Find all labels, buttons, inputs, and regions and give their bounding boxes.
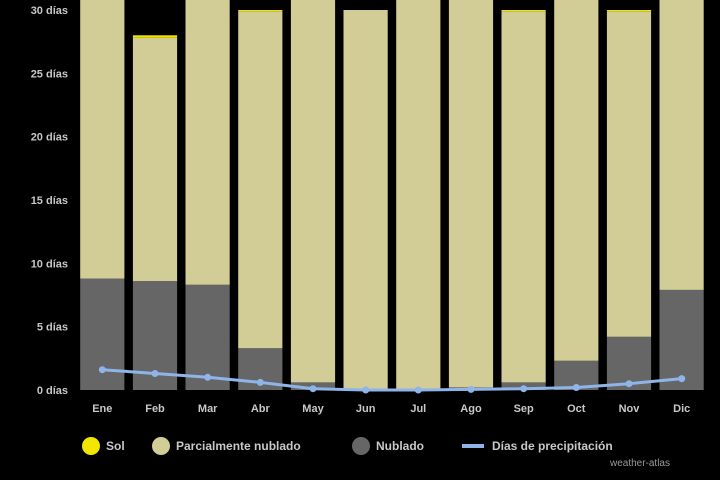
axis-layer: Ene Feb Mar Abr May Jun Jul Ago Sep Oct Nov Dic 0 dí… [31, 5, 691, 415]
bar-parcialmente-nublado-ene [80, 0, 125, 279]
bar-sol-abr [238, 10, 283, 12]
x-tick-label-sep: Sep [514, 403, 534, 415]
bar-parcialmente-nublado-ago [448, 0, 494, 388]
bar-parcialmente-nublado-mar [185, 0, 230, 285]
legend-label-nublado: Nublado [376, 439, 424, 453]
point-precipitacion-dic [678, 375, 686, 383]
legend-marker-nublado [352, 437, 370, 455]
y-tick-label: 25 días [31, 68, 68, 80]
y-tick-label: 0 días [37, 385, 68, 397]
credit-text: weather-atlas [609, 458, 670, 469]
bar-nublado-mar [185, 284, 230, 390]
y-tick-label: 5 días [37, 322, 68, 334]
x-tick-label-jun: Jun [356, 403, 376, 415]
bar-parcialmente-nublado-jul [396, 0, 441, 390]
point-precipitacion-nov [625, 380, 633, 388]
y-tick-label: 30 días [31, 5, 68, 17]
x-tick-label-feb: Feb [145, 403, 165, 415]
legend-marker-parcialmente-nublado [152, 437, 170, 455]
point-precipitacion-ene [98, 366, 106, 374]
bar-sol-sep [501, 10, 546, 12]
bar-parcialmente-nublado-abr [238, 11, 283, 349]
point-precipitacion-ago [467, 385, 475, 393]
point-precipitacion-mar [204, 373, 212, 381]
x-tick-label-ago: Ago [460, 403, 482, 415]
legend-label-dias-de-precipitacion: Días de precipitación [492, 439, 613, 453]
bar-parcialmente-nublado-nov [606, 11, 652, 337]
bar-parcialmente-nublado-feb [132, 37, 178, 282]
x-tick-label-oct: Oct [567, 403, 586, 415]
bar-nublado-dic [659, 289, 704, 390]
bar-parcialmente-nublado-dic [659, 0, 704, 290]
x-tick-label-jul: Jul [410, 403, 426, 415]
bar-parcialmente-nublado-jun [343, 10, 388, 389]
bars-layer [80, 0, 704, 390]
x-tick-label-may: May [302, 403, 324, 415]
x-tick-label-nov: Nov [619, 403, 641, 415]
bar-parcialmente-nublado-sep [501, 11, 546, 383]
point-precipitacion-sep [520, 385, 528, 393]
x-tick-label-ene: Ene [92, 403, 112, 415]
x-tick-label-dic: Dic [673, 403, 690, 415]
line-dias-de-precipitacion [102, 368, 682, 392]
legend-label-parcialmente-nublado: Parcialmente nublado [176, 439, 301, 453]
bar-nublado-ene [80, 278, 125, 390]
x-tick-label-abr: Abr [251, 403, 271, 415]
point-precipitacion-oct [572, 384, 580, 391]
y-tick-label: 15 días [31, 195, 68, 207]
point-precipitacion-jun [362, 386, 370, 394]
bar-parcialmente-nublado-oct [554, 0, 599, 361]
bar-sol-nov [606, 10, 652, 12]
point-precipitacion-may [309, 385, 317, 393]
point-precipitacion-feb [151, 370, 159, 377]
point-precipitacion-abr [256, 378, 264, 386]
legend: Sol Parcialmente nublado Nublado Días de pr… [82, 437, 613, 455]
point-precipitacion-jul [414, 386, 422, 394]
x-tick-label-mar: Mar [198, 403, 218, 415]
y-tick-label: 20 días [31, 132, 68, 144]
y-tick-label: 10 días [31, 258, 68, 270]
bar-parcialmente-nublado-may [290, 0, 336, 383]
legend-label-sol: Sol [106, 439, 125, 453]
precipitation-line-layer [98, 366, 686, 394]
legend-marker-sol [82, 437, 100, 455]
bar-sol-feb [132, 35, 178, 38]
